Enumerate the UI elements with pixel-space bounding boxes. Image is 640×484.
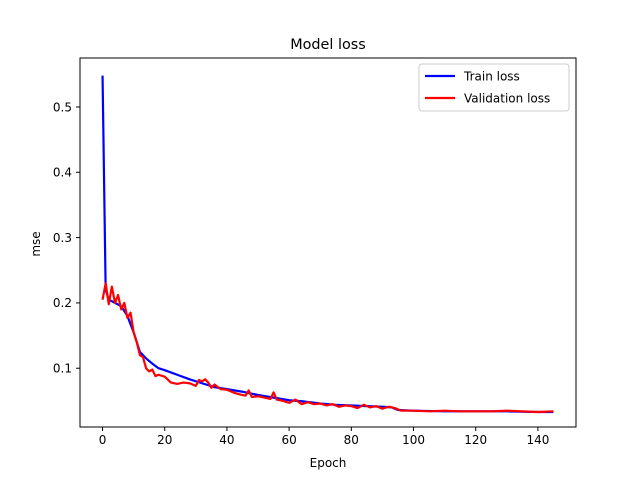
x-tick-label: 20 xyxy=(157,433,172,447)
y-tick-label: 0.2 xyxy=(53,296,72,310)
axes-frame xyxy=(79,57,577,428)
y-tick-label: 0.5 xyxy=(53,100,72,114)
x-tick-label: 100 xyxy=(402,433,425,447)
x-tick-label: 140 xyxy=(526,433,549,447)
x-tick-label: 80 xyxy=(344,433,359,447)
y-tick-label: 0.3 xyxy=(53,231,72,245)
y-axis-label: mse xyxy=(29,231,43,256)
x-tick-label: 40 xyxy=(219,433,234,447)
axes-border xyxy=(79,57,577,428)
y-tick-label: 0.1 xyxy=(53,362,72,376)
x-tick-label: 120 xyxy=(464,433,487,447)
x-tick-label: 60 xyxy=(281,433,296,447)
legend: Train loss Validation loss xyxy=(418,63,570,112)
chart-title: Model loss xyxy=(290,37,366,53)
x-tick-label: 0 xyxy=(99,433,107,447)
plot-lines xyxy=(101,75,554,414)
series-line-validation-loss xyxy=(101,282,554,414)
x-axis-label: Epoch xyxy=(310,456,347,470)
x-axis-ticks: 0 20 40 60 80 100 120 140 xyxy=(99,427,549,447)
y-axis-ticks: 0.1 0.2 0.3 0.4 0.5 xyxy=(53,100,80,376)
y-tick-label: 0.4 xyxy=(53,166,72,180)
legend-label: Train loss xyxy=(463,69,520,83)
legend-label: Validation loss xyxy=(464,91,550,105)
legend-box xyxy=(418,63,570,112)
